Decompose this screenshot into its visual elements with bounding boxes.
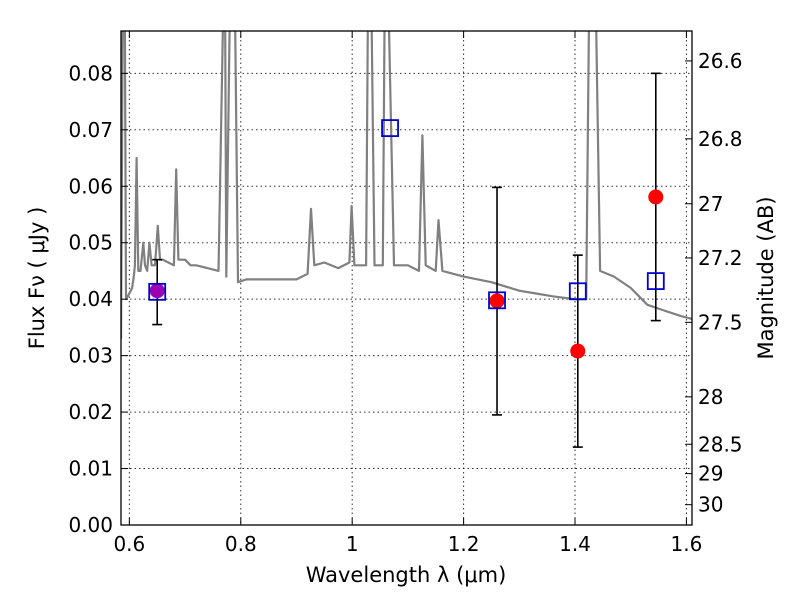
y-tick-label: 0.04 [68, 287, 113, 311]
observed-point [570, 343, 586, 359]
right-tick-label: 26.6 [698, 49, 743, 73]
y-tick-label: 0.02 [68, 400, 113, 424]
x-tick-label: 1 [346, 532, 359, 556]
spectrum-layer [121, 31, 692, 339]
y-tick-label: 0.07 [68, 118, 113, 142]
right-tick-label: 30 [698, 493, 723, 517]
grid-layer [121, 31, 692, 526]
right-tick-label: 27.5 [698, 310, 743, 334]
x-axis-label: Wavelength λ (μm) [306, 563, 507, 587]
model-photometry-square [646, 272, 665, 291]
y-tick-label: 0.06 [68, 174, 113, 198]
observed-point [648, 189, 664, 205]
right-tick-label: 26.8 [698, 127, 743, 151]
y-tick-label: 0.03 [68, 344, 113, 368]
observed-point [149, 283, 165, 299]
model-photometry-square [488, 291, 506, 310]
y-axis-label: Flux Fν ( μJy ) [25, 207, 49, 350]
model-photometry-square [148, 282, 167, 301]
x-tick-label: 1.2 [448, 532, 480, 556]
x-tick-label: 1.6 [671, 532, 703, 556]
y-axis-right-label: Magnitude (AB) [754, 196, 778, 359]
observed-point [489, 293, 505, 309]
x-tick-label: 0.8 [225, 532, 257, 556]
y-tick-label: 0.05 [68, 231, 113, 255]
model-spectrum-line [121, 31, 692, 339]
ticks-layer: 0.6 0.8 1 1.2 1.4 1.6 0.00 0.01 0.02 0.03 0.04 0.05… [68, 31, 743, 556]
right-tick-label: 28.5 [698, 432, 743, 456]
points-layer [148, 72, 665, 448]
y-tick-label: 0.00 [68, 513, 113, 537]
right-tick-label: 29 [698, 462, 723, 486]
model-photometry-square [568, 282, 587, 301]
y-tick-label: 0.08 [68, 61, 113, 85]
right-tick-label: 27.2 [698, 246, 743, 270]
model-photometry-square [381, 119, 399, 138]
x-tick-label: 0.6 [113, 532, 145, 556]
plot-frame [120, 30, 693, 526]
right-tick-label: 27 [698, 192, 723, 216]
y-tick-label: 0.01 [68, 457, 113, 481]
right-tick-label: 28 [698, 385, 723, 409]
x-tick-label: 1.4 [559, 532, 591, 556]
